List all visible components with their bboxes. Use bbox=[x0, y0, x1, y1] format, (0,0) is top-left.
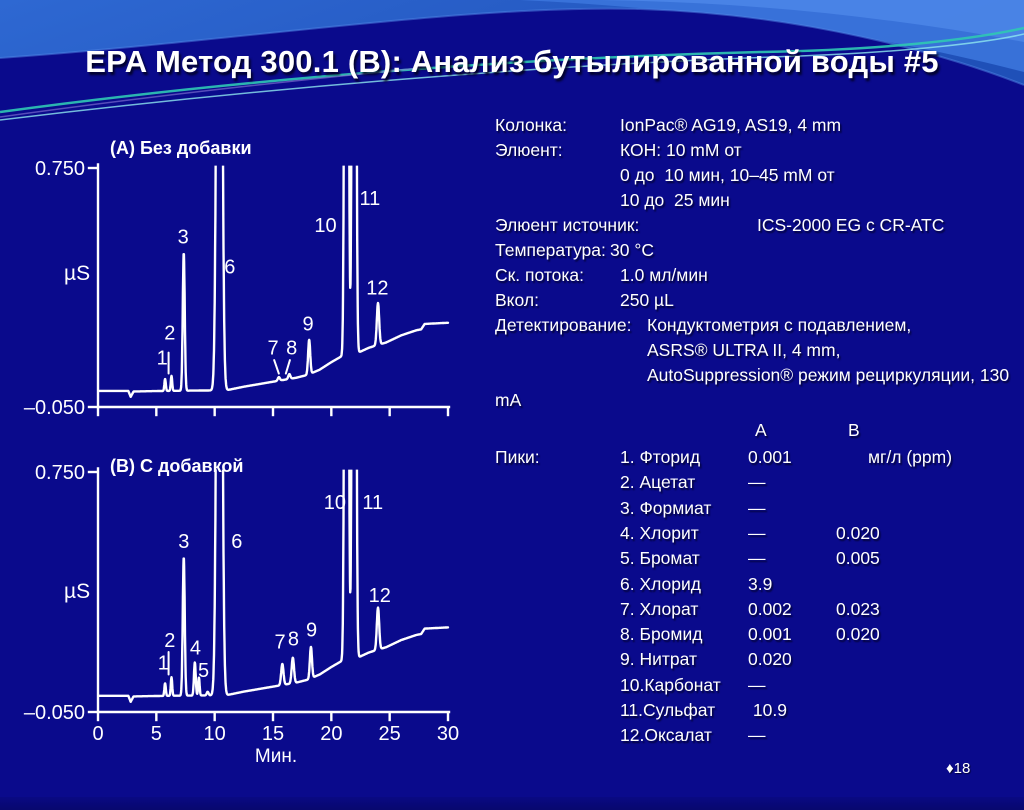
method-param-value: 250 µL bbox=[620, 290, 674, 310]
header-swoosh-rim bbox=[0, 7, 1024, 86]
method-param-value: Кондуктометрия с подавлением, bbox=[647, 315, 912, 335]
peak-row-name: 8. Бромид bbox=[620, 624, 703, 645]
method-param-value: 30 °C bbox=[610, 240, 654, 260]
peak-row-value-a: 0.020 bbox=[748, 649, 792, 670]
peak-row-value-a: 0.001 bbox=[748, 447, 792, 467]
peak-row-name: 11.Сульфат bbox=[620, 700, 716, 720]
method-param-label: mA bbox=[495, 390, 522, 410]
method-param-label: Элюент источник: bbox=[495, 215, 640, 235]
peak-row-value-b: 0.020 bbox=[836, 624, 880, 645]
peak-row-value-a: — bbox=[748, 497, 766, 518]
page-number-marker: ♦18 bbox=[946, 760, 971, 777]
peak-row-name: 6. Хлорид bbox=[620, 573, 701, 594]
method-param-label: Вкол: bbox=[495, 290, 539, 310]
peak-row-name: 10.Карбонат bbox=[620, 674, 721, 695]
peak-row-name: 12.Оксалат bbox=[620, 725, 712, 746]
peak-row-name: 9. Нитрат bbox=[620, 649, 697, 670]
peak-row-name: 2. Ацетат bbox=[620, 472, 696, 493]
peak-row-value-a: — bbox=[748, 725, 766, 746]
header-dark-swoosh bbox=[0, 8, 1024, 128]
peak-row-value-a: 3.9 bbox=[748, 573, 773, 594]
method-param-value: 1.0 мл/мин bbox=[620, 265, 708, 285]
peak-row-value-a: 0.002 bbox=[748, 598, 792, 619]
peak-row-value-b: 0.020 bbox=[836, 522, 880, 543]
header-cyan-curve bbox=[0, 33, 1024, 121]
peak-row-value-a: — bbox=[748, 472, 766, 493]
header-wedge-bright bbox=[600, 0, 1024, 42]
peak-row-value-a: — bbox=[748, 674, 766, 695]
method-param-label: Элюент: bbox=[495, 140, 563, 160]
peaks-section-label: Пики: bbox=[495, 447, 540, 467]
header-decoration bbox=[0, 0, 1024, 128]
peak-row-value-a: — bbox=[748, 522, 766, 543]
peak-row-value-a: 10.9 bbox=[748, 700, 787, 720]
method-param-value: IonPac® AG19, AS19, 4 mm bbox=[620, 115, 842, 135]
bottom-edge bbox=[0, 797, 1024, 810]
peak-row-name: 4. Хлорит bbox=[620, 522, 699, 543]
method-param-label: Ск. потока: bbox=[495, 265, 585, 285]
peak-row-name: 1. Фторид bbox=[620, 447, 701, 467]
header-teal-curve bbox=[0, 26, 1024, 114]
peak-row-name: 5. Бромат bbox=[620, 548, 700, 569]
peak-row-value-a: 0.001 bbox=[748, 624, 792, 645]
method-param-value: AutoSuppression® режим рециркуляции, 130 bbox=[647, 365, 1010, 385]
header-purple-curve bbox=[0, 67, 421, 118]
peak-row-name: 3. Формиат bbox=[620, 497, 712, 518]
slide-title: EPA Метод 300.1 (B): Анализ бутылированн… bbox=[85, 44, 939, 79]
method-param-value: 0 до 10 мин, 10–45 mM от bbox=[620, 165, 835, 185]
peaks-column-b-header: B bbox=[848, 420, 860, 440]
method-param-value: 10 до 25 мин bbox=[620, 190, 730, 210]
method-param-label: Детектирование: bbox=[495, 315, 632, 335]
peak-row-value-a: — bbox=[748, 548, 766, 569]
method-param-label: Температура: bbox=[495, 240, 606, 260]
method-param-value: КОН: 10 mM от bbox=[620, 140, 742, 160]
method-param-value: ICS-2000 EG с CR-ATC bbox=[757, 215, 945, 235]
peak-row-value-b: 0.005 bbox=[836, 548, 880, 569]
peak-row-unit: мг/л (ppm) bbox=[868, 447, 953, 467]
method-param-value: ASRS® ULTRA II, 4 mm, bbox=[647, 340, 841, 360]
method-param-label: Колонка: bbox=[495, 115, 567, 135]
peaks-column-a-header: A bbox=[755, 420, 767, 440]
peak-row-value-b: 0.023 bbox=[836, 598, 880, 619]
peak-row-name: 7. Хлорат bbox=[620, 598, 699, 619]
